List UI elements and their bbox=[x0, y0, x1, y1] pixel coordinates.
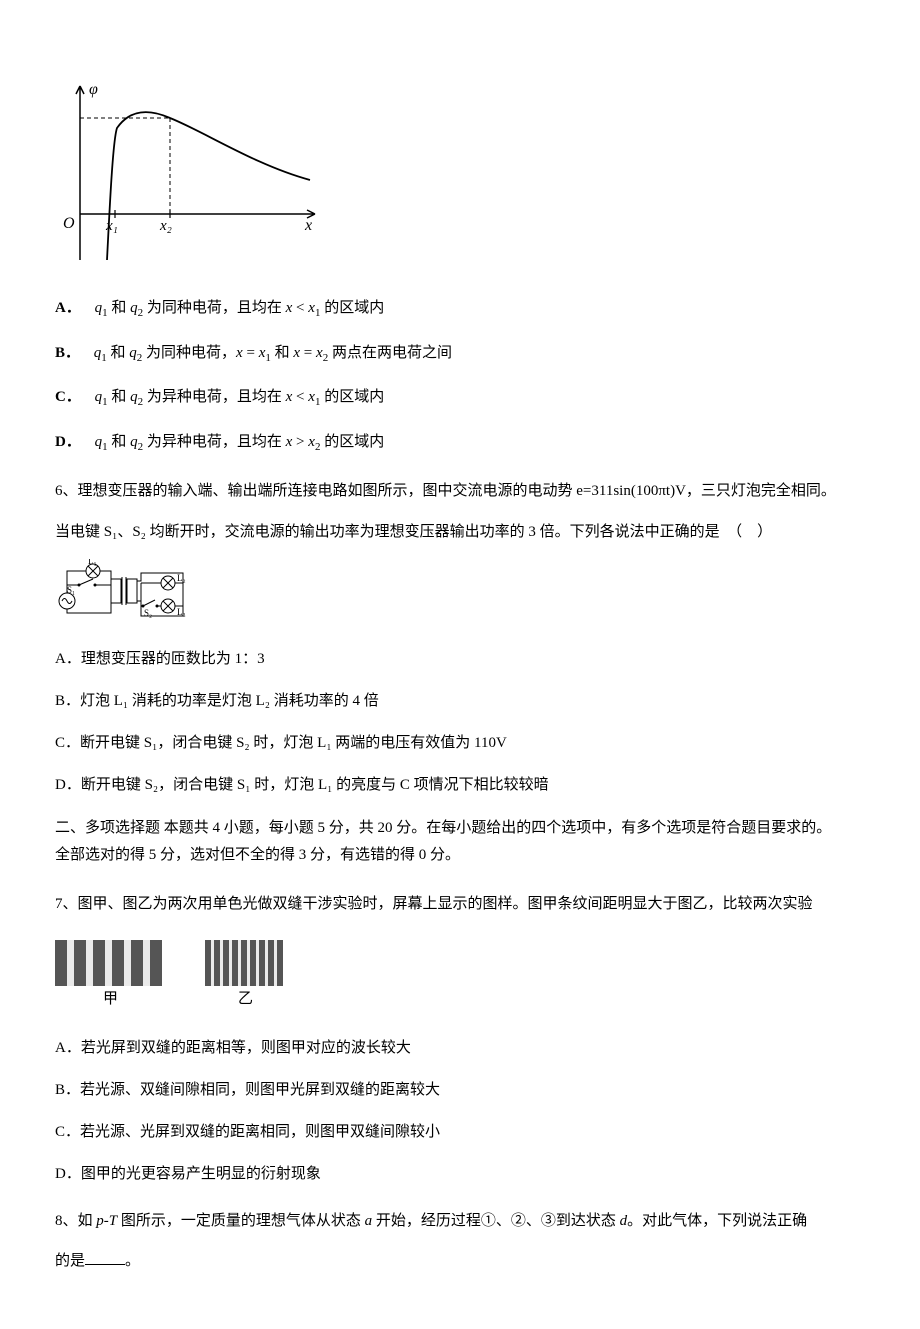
pattern-b-label: 乙 bbox=[238, 991, 253, 1007]
origin-label: O bbox=[63, 215, 75, 232]
q7-option-a: A．若光屏到双缝的距离相等，则图甲对应的波长较大 bbox=[55, 1036, 865, 1060]
q8-num: 8、 bbox=[55, 1213, 78, 1229]
pattern-b bbox=[205, 940, 283, 986]
option-label: A． bbox=[55, 300, 81, 316]
q7-option-b: B．若光源、双缝间隙相同，则图甲光屏到双缝的距离较大 bbox=[55, 1078, 865, 1102]
q6-option-a: A．理想变压器的匝数比为 1：3 bbox=[55, 647, 865, 671]
potential-graph: φ O x₁ x₂ x bbox=[55, 80, 865, 268]
transformer-core bbox=[111, 579, 121, 603]
label-l3: L₃ bbox=[177, 607, 186, 617]
graph-svg: φ O x₁ x₂ x bbox=[55, 80, 320, 260]
q6-num: 6、 bbox=[55, 483, 78, 499]
q6-line2: 当电键 S₁、S₂ 均断开时，交流电源的输出功率为理想变压器输出功率的 3 倍。… bbox=[55, 515, 865, 550]
switch-s1-icon bbox=[79, 579, 93, 585]
label-s1: S₁ bbox=[67, 585, 75, 595]
pattern-a-label: 甲 bbox=[103, 991, 118, 1007]
interference-svg: 甲 乙 bbox=[55, 940, 285, 1010]
section-2-sub: 全部选对的得 5 分，选对但不全的得 3 分，有选错的得 0 分。 bbox=[55, 842, 865, 869]
x2-label: x₂ bbox=[159, 218, 172, 234]
q7-option-d: D．图甲的光更容易产生明显的衍射现象 bbox=[55, 1162, 865, 1186]
section-2-header: 二、多项选择题 本题共 4 小题，每小题 5 分，共 20 分。在每小题给出的四… bbox=[55, 815, 865, 842]
q6-option-b: B．灯泡 L₁ 消耗的功率是灯泡 L₂ 消耗功率的 4 倍 bbox=[55, 689, 865, 713]
q7-body: 图甲、图乙为两次用单色光做双缝干涉实验时，屏幕上显示的图样。图甲条纹间距明显大于… bbox=[78, 896, 813, 912]
ac-wave-icon bbox=[62, 599, 72, 604]
q7-text: 7、图甲、图乙为两次用单色光做双缝干涉实验时，屏幕上显示的图样。图甲条纹间距明显… bbox=[55, 887, 865, 922]
option-label: C． bbox=[55, 389, 81, 405]
x-label: x bbox=[304, 217, 312, 234]
option-label: B． bbox=[55, 345, 80, 361]
label-l1: L₁ bbox=[88, 559, 97, 566]
transformer-circuit: L₁ S₁ L₂ L₃ S₂ bbox=[55, 559, 865, 629]
q5-option-d: D． q1 和 q2 为异种电荷，且均在 x > x2 的区域内 bbox=[55, 430, 865, 457]
curve bbox=[107, 112, 310, 260]
q7-option-c: C．若光源、光屏到双缝的距离相同，则图甲双缝间隙较小 bbox=[55, 1120, 865, 1144]
q5-option-a: A． q1 和 q2 为同种电荷，且均在 x < x1 的区域内 bbox=[55, 296, 865, 323]
blank-fill bbox=[85, 1250, 125, 1265]
label-l2: L₂ bbox=[177, 573, 186, 583]
circuit-svg: L₁ S₁ L₂ L₃ S₂ bbox=[55, 559, 190, 621]
q8-text: 8、如 p-T 图所示，一定质量的理想气体从状态 a 开始，经历过程①、②、③到… bbox=[55, 1204, 865, 1239]
q6-option-d: D．断开电键 S₂，闭合电键 S₁ 时，灯泡 L₁ 的亮度与 C 项情况下相比较… bbox=[55, 773, 865, 797]
option-label: D． bbox=[55, 434, 81, 450]
q5-option-c: C． q1 和 q2 为异种电荷，且均在 x < x1 的区域内 bbox=[55, 385, 865, 412]
q8-line2: 的是。 bbox=[55, 1244, 865, 1279]
pattern-a bbox=[55, 940, 162, 986]
q6-line1: 理想变压器的输入端、输出端所连接电路如图所示，图中交流电源的电动势 e=311s… bbox=[78, 483, 836, 499]
label-s2: S₂ bbox=[144, 608, 152, 618]
q7-num: 7、 bbox=[55, 896, 78, 912]
x1-label: x₁ bbox=[105, 218, 118, 234]
switch-s2-icon bbox=[143, 600, 155, 606]
q6-text: 6、理想变压器的输入端、输出端所连接电路如图所示，图中交流电源的电动势 e=31… bbox=[55, 474, 865, 509]
interference-patterns: 甲 乙 bbox=[55, 940, 865, 1018]
q6-option-c: C．断开电键 S₁，闭合电键 S₂ 时，灯泡 L₁ 两端的电压有效值为 110V bbox=[55, 731, 865, 755]
transformer-core bbox=[127, 579, 137, 603]
y-axis bbox=[76, 86, 84, 260]
wire bbox=[67, 603, 111, 613]
q5-option-b: B． q1 和 q2 为同种电荷，x = x1 和 x = x2 两点在两电荷之… bbox=[55, 341, 865, 368]
y-label: φ bbox=[89, 81, 98, 98]
